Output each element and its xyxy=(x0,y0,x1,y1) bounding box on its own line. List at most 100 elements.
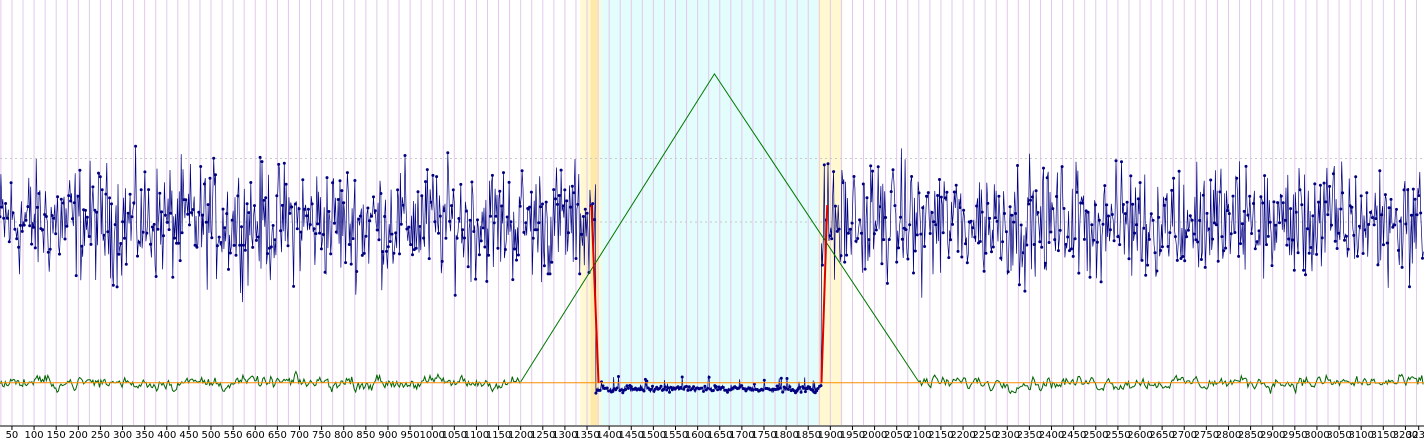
signal-point xyxy=(379,192,383,195)
signal-point xyxy=(147,188,151,192)
signal-point xyxy=(700,386,704,390)
signal-point xyxy=(828,234,832,238)
signal-point xyxy=(1168,231,1172,235)
signal-point xyxy=(189,211,193,215)
triangle-line xyxy=(520,72,920,383)
signal-point xyxy=(20,229,24,233)
signal-point xyxy=(570,184,574,188)
signal-point xyxy=(839,254,843,258)
signal-point xyxy=(1017,283,1021,287)
signal-point xyxy=(292,284,296,288)
signal-point xyxy=(1023,289,1027,293)
signal-point xyxy=(243,248,247,252)
signal-point xyxy=(965,261,969,265)
signal-point xyxy=(206,203,210,207)
signal-point xyxy=(89,242,93,246)
signal-point xyxy=(854,239,858,243)
signal-point xyxy=(1201,193,1205,197)
signal-point xyxy=(1203,265,1207,269)
signal-point xyxy=(1147,237,1151,241)
signal-point xyxy=(349,262,353,266)
signal-point xyxy=(785,377,789,380)
x-tick-label: 1050 xyxy=(442,430,467,440)
signal-point xyxy=(515,258,518,262)
signal-point xyxy=(1331,172,1335,176)
signal-point xyxy=(882,238,886,242)
x-tick-label: 1550 xyxy=(663,430,688,440)
x-tick-label: 3000 xyxy=(1304,430,1329,440)
signal-point xyxy=(986,201,990,205)
signal-point xyxy=(1004,230,1008,234)
signal-point xyxy=(202,182,206,186)
signal-point xyxy=(1047,241,1051,244)
signal-point xyxy=(1118,243,1122,247)
signal-point xyxy=(494,214,498,218)
signal-point xyxy=(1391,225,1395,229)
signal-point xyxy=(451,188,455,192)
signal-point xyxy=(1045,176,1049,180)
signal-point xyxy=(858,218,862,222)
signal-point xyxy=(1192,232,1196,236)
signal-point xyxy=(453,293,457,297)
signal-point xyxy=(162,234,165,238)
x-tick-label: 3100 xyxy=(1348,430,1373,440)
signal-point xyxy=(358,214,362,218)
signal-point xyxy=(351,237,355,241)
signal-point xyxy=(1053,238,1057,242)
signal-point xyxy=(1278,221,1281,225)
signal-point xyxy=(325,176,329,180)
signal-point xyxy=(1372,223,1376,227)
signal-point xyxy=(781,390,785,394)
signal-point xyxy=(266,252,269,256)
x-tick-label: 1350 xyxy=(574,430,599,440)
x-tick-label: 850 xyxy=(356,430,375,440)
signal-point xyxy=(132,201,136,205)
signal-point xyxy=(1030,195,1034,199)
signal-point xyxy=(555,202,559,206)
signal-point xyxy=(360,253,364,257)
signal-point xyxy=(450,204,453,208)
signal-point xyxy=(442,209,446,213)
signal-point xyxy=(593,218,596,222)
signal-point xyxy=(1216,259,1220,263)
signal-point xyxy=(156,227,160,231)
signal-point xyxy=(574,257,578,260)
x-tick-label: 2350 xyxy=(1017,430,1042,440)
signal-point xyxy=(171,275,175,279)
x-tick-label: 1000 xyxy=(419,430,444,440)
signal-point xyxy=(1317,200,1320,204)
signal-point xyxy=(362,251,366,255)
signal-point xyxy=(234,253,238,257)
signal-point xyxy=(1211,237,1215,241)
signal-point xyxy=(293,202,297,206)
signal-point xyxy=(692,385,696,389)
signal-point xyxy=(668,390,671,394)
signal-point xyxy=(500,204,504,208)
signal-point xyxy=(874,228,878,232)
signal-point xyxy=(104,192,108,196)
signal-point xyxy=(1140,258,1144,262)
signal-point xyxy=(1346,247,1350,251)
signal-point xyxy=(550,260,554,264)
signal-point xyxy=(778,386,782,390)
x-tick-label: 1850 xyxy=(795,430,820,440)
signal-point xyxy=(305,214,309,218)
signal-point xyxy=(726,390,729,394)
signal-point xyxy=(779,376,783,380)
signal-point xyxy=(199,165,203,168)
signal-point xyxy=(707,375,711,379)
signal-point xyxy=(63,237,67,241)
signal-point xyxy=(952,190,956,194)
signal-point xyxy=(1120,160,1123,164)
signal-point xyxy=(585,211,589,215)
signal-point xyxy=(1092,238,1096,242)
x-tick-label: 1250 xyxy=(530,430,555,440)
signal-point xyxy=(1237,254,1241,258)
signal-point xyxy=(411,253,414,257)
signal-point xyxy=(1014,212,1018,215)
signal-point xyxy=(468,218,472,222)
residual-line xyxy=(0,370,521,394)
signal-point xyxy=(912,271,915,275)
signal-point xyxy=(1131,202,1135,206)
